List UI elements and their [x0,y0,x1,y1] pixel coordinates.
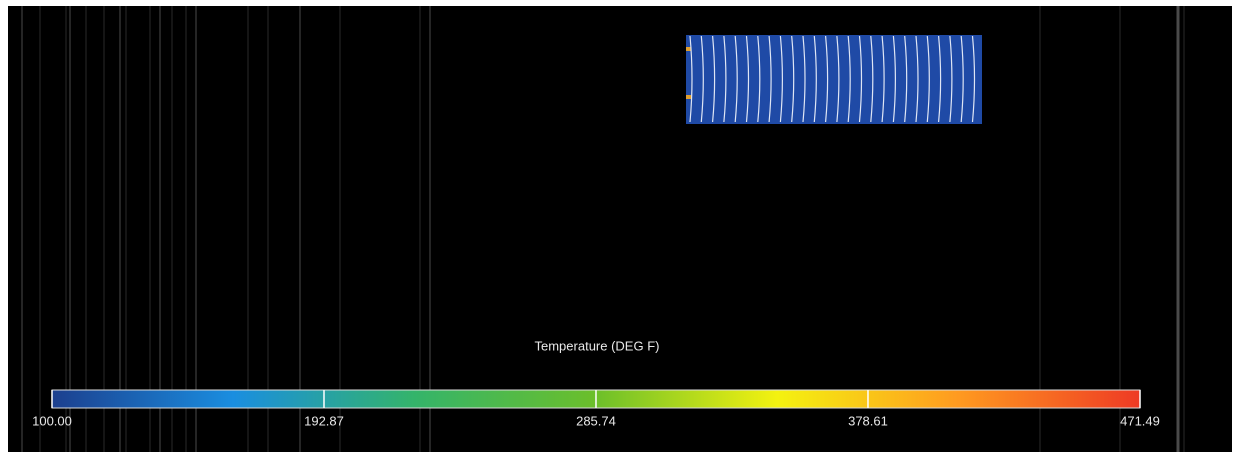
page: {"colorbar": { "title": "Temperature (DE… [0,0,1236,455]
model-part [686,35,982,124]
tick-label: 100.00 [32,413,72,428]
hot-spot [686,95,691,99]
tick-label: 378.61 [848,413,888,428]
viewport: Temperature (DEG F) 100.00 192.87 285.74 37… [0,0,1236,455]
tick-label: 471.49 [1120,413,1160,428]
colorbar-title: Temperature (DEG F) [535,338,660,353]
tick-label: 285.74 [576,413,616,428]
cylinder-body [686,35,982,124]
render-area [8,6,1232,452]
hot-spot [686,47,691,51]
tick-label: 192.87 [304,413,344,428]
